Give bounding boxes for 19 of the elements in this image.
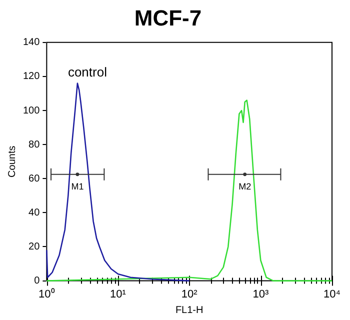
x-tick-label: 10¹ (110, 288, 126, 300)
y-tick-label: 0 (34, 276, 40, 287)
y-tick-label: 120 (22, 71, 40, 82)
series-label: control (68, 64, 108, 80)
y-tick-label: 80 (28, 139, 40, 150)
y-tick-label: 100 (22, 105, 40, 116)
y-axis-title: Counts (6, 146, 18, 178)
y-tick-label: 140 (22, 37, 40, 48)
x-tick-label: 10⁴ (324, 288, 341, 300)
annotation: M2 (238, 181, 252, 192)
x-tick-label: 10² (181, 288, 198, 300)
y-tick-label: 40 (28, 207, 40, 218)
x-axis-title: FL1-H (175, 304, 204, 316)
y-tick-label: 60 (28, 173, 40, 184)
y-tick-label: 20 (28, 241, 40, 252)
chart-title: MCF-7 (134, 5, 202, 30)
x-tick-label: 10³ (252, 288, 269, 300)
annotation: M1 (71, 181, 84, 192)
x-tick-label: 10⁰ (38, 287, 55, 300)
